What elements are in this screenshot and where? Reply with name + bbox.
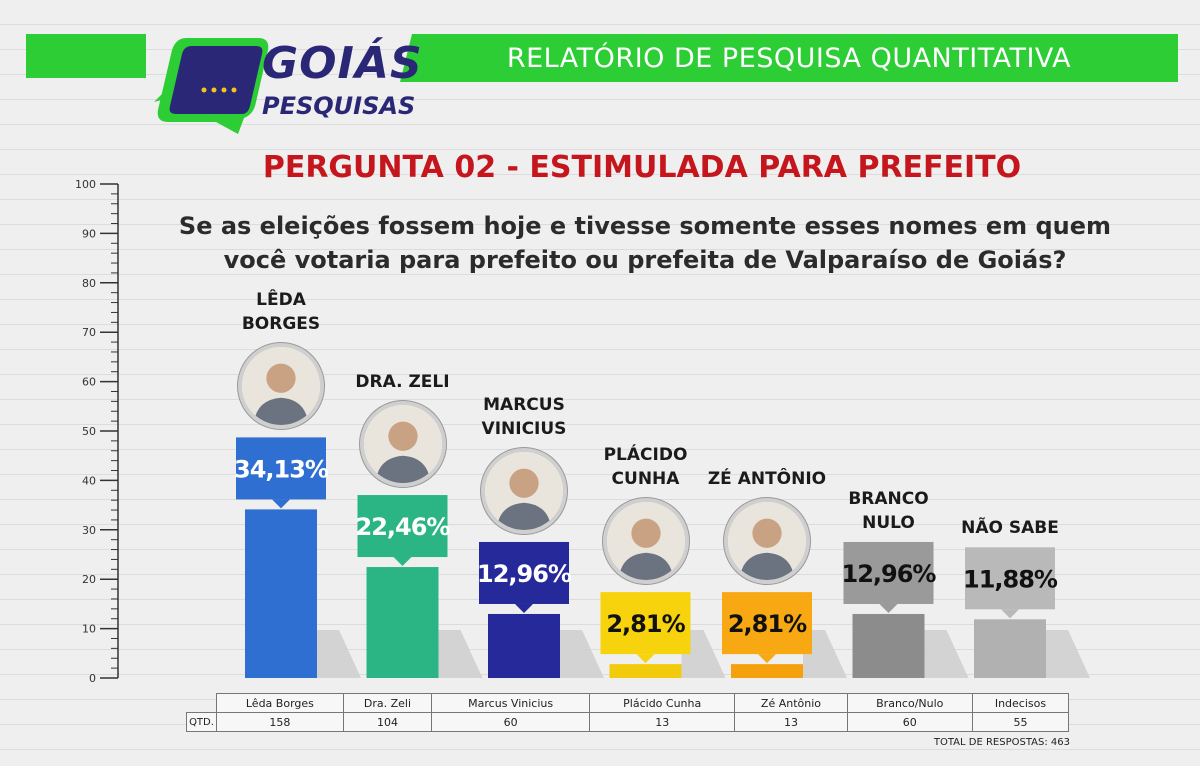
candidate-name-line: NÃO SABE — [961, 518, 1059, 539]
callout-pointer — [879, 603, 898, 613]
callout-pointer — [515, 603, 533, 613]
quantity-table: Lêda Borges Dra. Zeli Marcus Vinicius Pl… — [186, 693, 1070, 732]
candidate-name-line: BORGES — [241, 314, 321, 335]
candidate-photo-icon — [359, 401, 446, 488]
report-title: RELATÓRIO DE PESQUISA QUANTITATIVA — [506, 42, 1072, 74]
question-text: Se as eleições fossem hoje e tivesse som… — [130, 210, 1160, 277]
value-callout — [479, 541, 569, 604]
table-col-1: Lêda Borges — [216, 693, 344, 713]
y-tick-label: 30 — [82, 524, 96, 537]
callout-pointer — [636, 654, 655, 664]
y-tick-label: 20 — [82, 573, 96, 586]
bar — [974, 619, 1046, 678]
y-tick-label: 10 — [82, 623, 96, 636]
y-tick-label: 40 — [82, 474, 96, 487]
table-row-label: QTD. — [186, 712, 217, 732]
header-banner-left — [26, 34, 146, 78]
candidate-name-line: CUNHA — [611, 468, 680, 489]
value-callout — [600, 592, 691, 655]
question-line-2: você votaria para prefeito ou prefeita d… — [223, 245, 1067, 274]
value-callout — [965, 547, 1055, 610]
y-tick-label: 70 — [82, 326, 96, 339]
callout-pointer — [272, 499, 290, 509]
candidate-name-line: LÊDA — [256, 290, 306, 311]
data-label: 2,81% — [728, 610, 807, 638]
table-count-4: 13 — [589, 712, 736, 732]
value-callout — [722, 592, 812, 655]
data-label: 34,13% — [234, 455, 329, 483]
callout-pointer — [393, 557, 412, 567]
logo-text-goias: GOIÁS — [262, 38, 423, 89]
candidate-name: ZÉ ANTÔNIO — [692, 468, 842, 492]
data-label: 22,46% — [356, 513, 451, 541]
bar — [609, 664, 682, 678]
question-title: PERGUNTA 02 - ESTIMULADA PARA PREFEITO — [262, 150, 1022, 185]
bar-shadow — [681, 630, 726, 678]
bar-shadow — [924, 630, 969, 678]
table-col-5: Zé Antônio — [734, 693, 848, 713]
candidate-name-line: ZÉ ANTÔNIO — [707, 469, 827, 490]
candidate-name: LÊDA BORGES — [206, 289, 356, 337]
logo-text-pesquisas: PESQUISAS — [262, 92, 416, 120]
y-tick-label: 100 — [75, 178, 96, 191]
candidate-photo-icon — [238, 343, 324, 430]
table-col-3: Marcus Vinicius — [431, 693, 591, 713]
bar-shadow — [317, 630, 361, 678]
table-col-2: Dra. Zeli — [342, 693, 433, 713]
data-label: 2,81% — [606, 610, 685, 638]
candidate-name-line: PLÁCIDO — [603, 445, 688, 466]
callout-pointer — [758, 654, 776, 664]
candidate-name: DRA. ZELI — [328, 371, 478, 395]
candidate-name-line: BRANCO — [848, 488, 929, 509]
bar-shadow — [560, 630, 604, 678]
candidate-name-line: MARCUS — [483, 394, 565, 415]
data-label: 12,96% — [842, 560, 937, 588]
bar-shadow — [803, 630, 847, 678]
table-count-7: 55 — [971, 712, 1070, 732]
value-callout — [357, 495, 448, 558]
total-responses: TOTAL DE RESPOSTAS: 463 — [933, 737, 1070, 748]
y-tick-label: 0 — [89, 672, 96, 685]
value-callout — [843, 541, 934, 604]
header-banner: RELATÓRIO DE PESQUISA QUANTITATIVA — [400, 34, 1178, 82]
table-row: QTD. 158 104 60 13 13 60 55 — [186, 712, 1070, 732]
bar — [366, 567, 439, 678]
table-count-5: 13 — [734, 712, 848, 732]
bar — [488, 613, 560, 678]
goias-pesquisas-logo — [154, 38, 269, 134]
table-col-4: Plácido Cunha — [589, 693, 736, 713]
bar — [731, 664, 803, 678]
candidate-name: BRANCO NULO — [814, 488, 964, 536]
candidate-name: MARCUS VINICIUS — [449, 394, 599, 442]
bar-shadow — [1046, 630, 1090, 678]
table-header-row: Lêda Borges Dra. Zeli Marcus Vinicius Pl… — [187, 693, 1070, 713]
bar-shadow — [438, 630, 483, 678]
candidate-name-line: VINICIUS — [481, 418, 567, 439]
candidate-name: PLÁCIDO CUNHA — [571, 444, 721, 492]
table-count-6: 60 — [846, 712, 973, 732]
candidate-photo-icon — [724, 498, 810, 585]
y-tick-label: 60 — [82, 376, 96, 389]
callout-pointer — [1001, 609, 1019, 619]
data-label: 11,88% — [963, 565, 1058, 593]
candidate-photo-icon — [602, 498, 689, 585]
candidate-name: NÃO SABE — [935, 517, 1085, 541]
bar — [245, 509, 317, 678]
candidate-name-line: NULO — [862, 512, 915, 533]
data-label: 12,96% — [477, 560, 572, 588]
table-col-6: Branco/Nulo — [846, 693, 973, 713]
candidate-name-line: DRA. ZELI — [355, 372, 450, 393]
value-callout — [236, 437, 326, 500]
table-col-7: Indecisos — [971, 693, 1070, 713]
question-line-1: Se as eleições fossem hoje e tivesse som… — [178, 212, 1112, 240]
y-tick-label: 50 — [82, 425, 96, 438]
bar — [852, 613, 925, 678]
candidate-photo-icon — [481, 447, 567, 534]
y-tick-label: 90 — [82, 227, 96, 240]
table-count-2: 104 — [342, 712, 433, 732]
y-tick-label: 80 — [82, 277, 96, 290]
table-count-3: 60 — [431, 712, 591, 732]
table-count-1: 158 — [216, 712, 344, 732]
